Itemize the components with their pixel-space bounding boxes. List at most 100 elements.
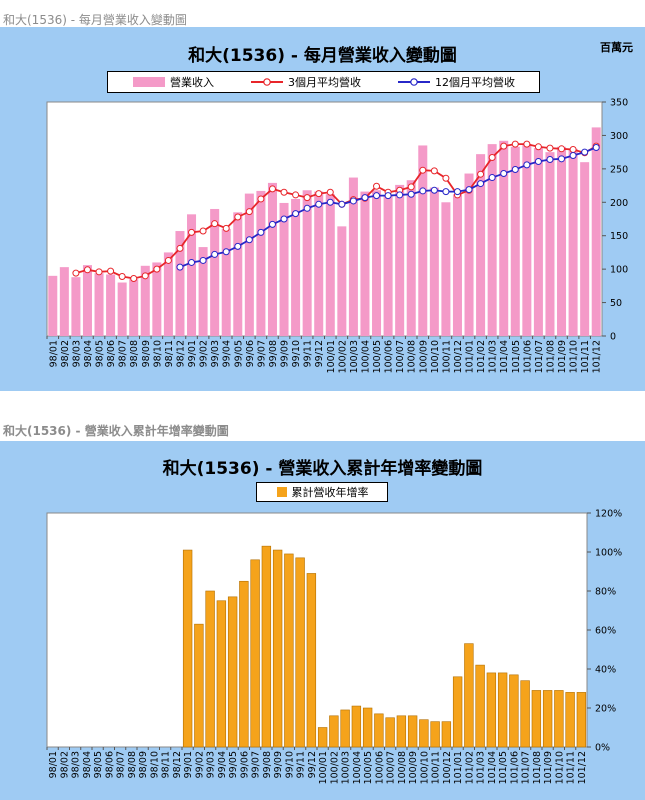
bar [295, 557, 305, 748]
bar [430, 721, 440, 748]
ma3-point [188, 228, 196, 236]
y-tick-label: 20% [595, 704, 616, 715]
ma3-point [153, 265, 161, 273]
x-tick-label: 99/11 [303, 340, 314, 367]
ma12-point [199, 256, 207, 264]
cumulative-growth-chart: 0%20%40%60%80%100%120%98/01 98/02 98/03 98/… [46, 509, 622, 784]
x-tick-label: 100/10 [419, 751, 430, 784]
x-tick-label: 100/06 [384, 340, 395, 373]
bar [486, 672, 497, 748]
x-tick-label: 99/08 [268, 340, 279, 367]
x-tick-label: 98/11 [161, 751, 172, 778]
ma3-point [315, 190, 323, 198]
x-tick-label: 101/01 [465, 340, 476, 373]
x-tick-label: 100/04 [360, 340, 371, 373]
ma3-point [72, 269, 80, 277]
legend-item-cumulative: 累計營收年增率 [276, 484, 369, 500]
x-tick-label: 101/07 [534, 340, 545, 373]
legend-label-ma12: 12個月平均營收 [435, 76, 515, 89]
x-tick-label: 101/08 [545, 340, 556, 373]
pink-bar-swatch-icon [133, 77, 165, 87]
x-tick-label: 100/11 [441, 340, 452, 373]
x-tick-label: 101/02 [464, 751, 475, 784]
bar [545, 152, 555, 336]
ma3-point [407, 183, 415, 191]
y-tick-label: 50 [610, 298, 622, 309]
x-tick-label: 99/04 [217, 751, 228, 778]
x-tick-label: 100/03 [341, 751, 352, 784]
x-tick-label: 99/02 [194, 751, 205, 778]
bar [221, 229, 231, 336]
x-tick-label: 100/07 [395, 340, 406, 373]
x-tick-label: 98/06 [104, 751, 115, 778]
x-tick-label: 98/05 [95, 340, 106, 367]
bar [163, 252, 173, 336]
x-tick-label: 99/02 [199, 340, 210, 367]
x-tick-label: 98/09 [138, 751, 149, 778]
bar [187, 214, 197, 336]
ma12-point [268, 220, 276, 228]
bar [591, 127, 601, 336]
plot-area [46, 101, 603, 337]
bar [233, 212, 243, 336]
bar [374, 713, 384, 748]
y-tick-label: 250 [610, 164, 628, 175]
bar [476, 154, 486, 336]
ma3-point [419, 166, 427, 174]
bar [314, 191, 324, 336]
bar [244, 193, 254, 336]
ma3-point [245, 208, 253, 216]
bar [182, 549, 193, 748]
legend-label-cumulative: 累計營收年增率 [291, 486, 369, 499]
y-tick-label: 200 [610, 198, 628, 209]
bar [441, 202, 451, 336]
bar [554, 690, 564, 748]
ma3-point [83, 266, 91, 274]
x-tick-label: 98/03 [71, 340, 82, 367]
x-tick-label: 101/11 [566, 751, 577, 784]
bar [337, 226, 347, 336]
x-tick-label: 100/02 [337, 340, 348, 373]
x-tick-label: 98/07 [116, 751, 127, 778]
orange-bar-swatch-icon [276, 487, 287, 497]
ma3-point [546, 144, 554, 152]
bar [542, 690, 553, 748]
bar [351, 705, 362, 748]
ma12-point [407, 190, 415, 198]
ma12-point [546, 155, 554, 163]
y-tick-label: 60% [595, 626, 616, 637]
ma3-point [534, 143, 542, 151]
x-tick-label: 100/08 [407, 340, 418, 373]
bar [175, 231, 185, 336]
ma12-point [430, 186, 438, 194]
legend-monthly: 營業收入 3個月平均營收 12個月平均營收 [107, 71, 540, 93]
bar [210, 208, 220, 336]
x-tick-label: 98/02 [60, 340, 71, 367]
bar [198, 247, 208, 336]
x-tick-label: 98/12 [172, 751, 183, 778]
bar [452, 194, 462, 336]
ma12-point [569, 151, 577, 159]
ma12-point [534, 158, 542, 166]
ma3-point [118, 272, 126, 280]
bar [385, 717, 395, 748]
ma3-point [95, 268, 103, 276]
bar [82, 265, 92, 336]
bar [419, 719, 429, 748]
x-tick-label: 98/10 [152, 340, 163, 367]
bar [452, 676, 463, 748]
monthly-revenue-chart-panel: 和大(1536) - 每月營業收入變動圖 百萬元 營業收入 3個月平均營收 12… [0, 27, 645, 391]
ma3-point [234, 213, 242, 221]
x-tick-label: 100/05 [363, 751, 374, 784]
bar [140, 265, 150, 336]
bar [396, 715, 407, 748]
y-tick-label: 150 [610, 231, 628, 242]
x-tick-label: 101/04 [499, 340, 510, 373]
x-tick-label: 101/10 [569, 340, 580, 373]
cumulative-growth-chart-panel: 和大(1536) - 營業收入累計年增率變動圖 累計營收年增率 0% 20% 40%… [0, 441, 645, 800]
x-tick-label: 100/11 [431, 751, 442, 784]
ma12-point [211, 250, 219, 258]
ma12-point [292, 210, 300, 218]
x-tick-label: 99/08 [262, 751, 273, 778]
